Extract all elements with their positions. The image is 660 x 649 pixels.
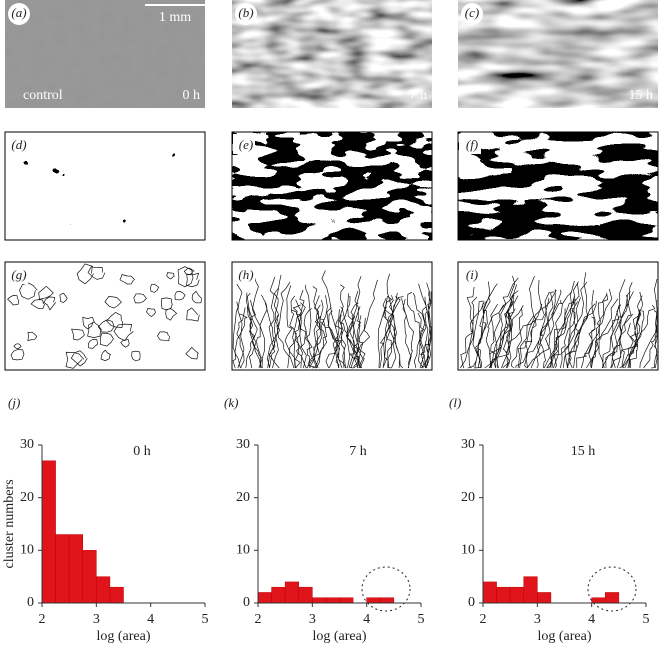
label-badge xyxy=(8,3,30,25)
histogram-bar xyxy=(257,592,272,604)
contour-lines xyxy=(7,263,203,369)
histogram-bar xyxy=(605,592,620,604)
frame xyxy=(4,131,206,241)
binary-image xyxy=(231,131,433,241)
x-axis-label: log (area) xyxy=(312,629,366,644)
histogram-bar xyxy=(96,576,111,604)
histogram-bar xyxy=(482,581,497,604)
time-caption: 15 h xyxy=(629,88,654,103)
label-badge xyxy=(233,264,255,284)
x-tick-label: 5 xyxy=(643,612,650,627)
x-axis-label: log (area) xyxy=(537,629,591,644)
histogram-bar xyxy=(284,581,299,604)
histogram-bar xyxy=(380,597,395,604)
label-badge xyxy=(461,3,483,25)
x-tick-label: 5 xyxy=(202,612,209,627)
y-tick-label: 0 xyxy=(243,595,250,610)
histogram-bar xyxy=(312,597,327,604)
panel-label: (f) xyxy=(466,137,478,152)
histogram-bar xyxy=(509,586,524,604)
histogram-bar xyxy=(298,586,313,604)
label-badge xyxy=(235,3,257,25)
label-badge xyxy=(6,264,28,284)
histogram-bar xyxy=(82,550,97,604)
label-badge xyxy=(6,134,28,154)
panel-label: (d) xyxy=(11,137,26,152)
x-tick-label: 2 xyxy=(39,612,46,627)
panel-label: (l) xyxy=(449,395,461,410)
contour-image xyxy=(4,261,206,371)
x-tick-label: 5 xyxy=(418,612,425,627)
histogram-bar xyxy=(55,534,70,604)
histogram-bar xyxy=(271,586,286,604)
frame xyxy=(231,131,433,241)
histogram-bar xyxy=(41,460,56,604)
panel-label: (g) xyxy=(11,267,26,282)
label-badge xyxy=(459,134,481,154)
x-tick-label: 2 xyxy=(255,612,262,627)
y-tick-label: 10 xyxy=(236,543,250,558)
panel-label: (e) xyxy=(239,137,253,152)
y-axis-label: cluster numbers xyxy=(2,479,17,568)
chart-annotation: 7 h xyxy=(349,444,367,459)
panel-label: (c) xyxy=(465,5,479,20)
x-tick-label: 4 xyxy=(588,612,595,627)
y-tick-label: 10 xyxy=(461,543,475,558)
histogram-bar xyxy=(68,534,83,604)
x-axis-label: log (area) xyxy=(96,629,150,644)
histogram-bar xyxy=(109,586,124,604)
panel-label: (b) xyxy=(238,5,253,20)
micrograph-texture xyxy=(232,0,432,108)
control-caption: control xyxy=(23,88,63,103)
y-tick-label: 20 xyxy=(461,490,475,505)
histogram-bar xyxy=(496,586,511,604)
micrograph-texture xyxy=(5,0,205,108)
scale-label: 1 mm xyxy=(159,10,191,25)
chart-annotation: 0 h xyxy=(133,444,151,459)
panel-label: (a) xyxy=(11,5,26,20)
binary-image xyxy=(457,131,659,241)
x-tick-label: 2 xyxy=(480,612,487,627)
time-caption: 0 h xyxy=(183,88,201,103)
label-badge xyxy=(459,264,481,284)
histogram-bar xyxy=(366,597,381,604)
y-tick-label: 0 xyxy=(27,595,34,610)
histogram-bar xyxy=(537,592,552,604)
histogram-bar xyxy=(339,597,354,604)
contour-lines xyxy=(460,272,658,369)
y-tick-label: 10 xyxy=(20,543,34,558)
x-tick-label: 4 xyxy=(147,612,154,627)
y-tick-label: 30 xyxy=(461,437,475,452)
x-tick-label: 3 xyxy=(93,612,100,627)
time-caption: 7 h xyxy=(410,88,428,103)
y-tick-label: 30 xyxy=(236,437,250,452)
panel-label: (j) xyxy=(8,395,20,410)
x-tick-label: 3 xyxy=(534,612,541,627)
highlight-circle xyxy=(587,566,637,612)
panel-label: (h) xyxy=(238,267,253,282)
label-badge xyxy=(233,134,255,154)
binary-image xyxy=(4,131,206,241)
histogram-bar xyxy=(325,597,340,604)
panel-label: (i) xyxy=(466,267,478,282)
micrograph-texture xyxy=(458,0,658,108)
chart-annotation: 15 h xyxy=(571,444,596,459)
y-tick-label: 30 xyxy=(20,437,34,452)
x-tick-label: 4 xyxy=(363,612,370,627)
x-tick-label: 3 xyxy=(309,612,316,627)
highlight-circle xyxy=(361,566,411,612)
y-tick-label: 20 xyxy=(20,490,34,505)
histogram-bar xyxy=(523,576,538,604)
frame xyxy=(457,131,659,241)
histogram-bar xyxy=(591,597,606,604)
y-tick-label: 20 xyxy=(236,490,250,505)
panel-label: (k) xyxy=(224,395,238,410)
contour-lines xyxy=(232,270,432,369)
y-tick-label: 0 xyxy=(468,595,475,610)
